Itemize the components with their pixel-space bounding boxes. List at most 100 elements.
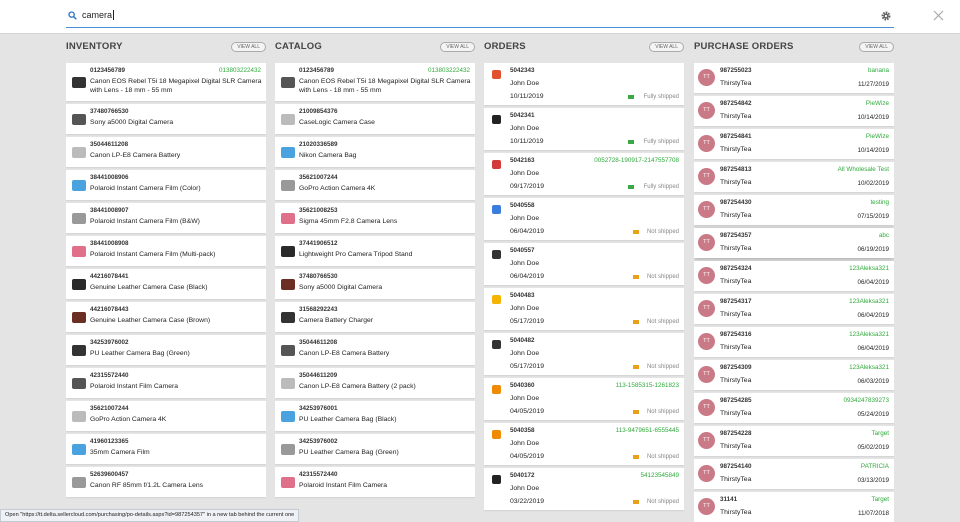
po-card[interactable]: TT 987254228 Target ThirstyTea 05/02/2019 bbox=[694, 426, 894, 456]
product-title: PU Leather Camera Bag (Green) bbox=[299, 449, 399, 456]
product-card[interactable]: 42315572440 Polaroid Instant Film Camera bbox=[275, 467, 475, 497]
po-id: 987254317 bbox=[720, 298, 752, 305]
card-list: 0123456789 Canon EOS Rebel T5i 18 Megapix… bbox=[66, 63, 266, 500]
product-card[interactable]: 37480766530 Sony a5000 Digital Camera bbox=[275, 269, 475, 299]
close-button[interactable] bbox=[933, 10, 944, 21]
po-card[interactable]: TT 987254430 testing ThirstyTea 07/15/2019 bbox=[694, 195, 894, 225]
po-card[interactable]: TT 987254140 PATRICIA ThirstyTea 03/13/2019 bbox=[694, 459, 894, 489]
product-card[interactable]: 34253976002 PU Leather Camera Bag (Green) bbox=[66, 335, 266, 365]
sku: 44216078443 bbox=[90, 306, 129, 313]
product-title: Canon EOS Rebel T5i 18 Megapixel Digital… bbox=[299, 78, 471, 94]
view-all-button[interactable]: VIEW ALL bbox=[859, 42, 894, 52]
search-input[interactable]: camera bbox=[82, 10, 113, 20]
company-name: ThirstyTea bbox=[720, 443, 752, 450]
product-card[interactable]: 41960123365 35mm Camera Film bbox=[66, 434, 266, 464]
status-icon bbox=[633, 500, 639, 504]
channel-order-id: 113-1585315-1261823 bbox=[615, 382, 679, 389]
sku: 37441906512 bbox=[299, 240, 338, 247]
company-name: ThirstyTea bbox=[720, 278, 752, 285]
po-card[interactable]: TT 987255023 banana ThirstyTea 11/27/2019 bbox=[694, 63, 894, 93]
product-card[interactable]: 44216078441 Genuine Leather Camera Case (… bbox=[66, 269, 266, 299]
product-card[interactable]: 37441906512 Lightweight Pro Camera Tripod… bbox=[275, 236, 475, 266]
product-card[interactable]: 31568292243 Camera Battery Charger bbox=[275, 302, 475, 332]
po-date: 06/04/2019 bbox=[857, 279, 889, 286]
product-card[interactable]: 0123456789 Canon EOS Rebel T5i 18 Megapix… bbox=[275, 63, 475, 101]
product-card[interactable]: 35044611208 Canon LP-E8 Camera Battery bbox=[66, 137, 266, 167]
customer-name: John Doe bbox=[510, 440, 540, 447]
product-card[interactable]: 37480766530 Sony a5000 Digital Camera bbox=[66, 104, 266, 134]
company-name: ThirstyTea bbox=[720, 212, 752, 219]
po-card[interactable]: TT 31141 Target ThirstyTea 11/07/2018 bbox=[694, 492, 894, 522]
vendor-avatar: TT bbox=[698, 432, 715, 449]
po-card[interactable]: TT 987254324 123Aleksa321 ThirstyTea 06/04/2… bbox=[694, 261, 894, 291]
vendor-name: testing bbox=[870, 199, 889, 206]
po-card[interactable]: TT 987254285 0934247839273 ThirstyTea 05/24/… bbox=[694, 393, 894, 423]
po-card[interactable]: TT 987254357 abc ThirstyTea 06/19/2019 bbox=[694, 228, 894, 258]
order-card[interactable]: 5040172 54123545849 John Doe 03/22/2019 Not … bbox=[484, 468, 684, 510]
product-card[interactable]: 52639600457 Canon RF 85mm f/1.2L Camera L… bbox=[66, 467, 266, 497]
order-id: 5042343 bbox=[510, 67, 535, 74]
settings-button[interactable] bbox=[881, 11, 891, 21]
order-card[interactable]: 5042343 John Doe 10/11/2019 Fully shipped bbox=[484, 63, 684, 105]
product-card[interactable]: 35621008253 Sigma 45mm F2.8 Camera Lens bbox=[275, 203, 475, 233]
vendor-avatar: TT bbox=[698, 201, 715, 218]
order-card[interactable]: 5040358 113-9479651-6555445 John Doe 04/05/… bbox=[484, 423, 684, 465]
view-all-button[interactable]: VIEW ALL bbox=[649, 42, 684, 52]
product-card[interactable]: 38441008906 Polaroid Instant Camera Film … bbox=[66, 170, 266, 200]
order-card[interactable]: 5042341 John Doe 10/11/2019 Fully shipped bbox=[484, 108, 684, 150]
product-card[interactable]: 35044611208 Canon LP-E8 Camera Battery bbox=[275, 335, 475, 365]
search-icon bbox=[68, 11, 77, 20]
po-date: 06/03/2019 bbox=[857, 378, 889, 385]
po-card[interactable]: TT 987254813 All Wholesale Test ThirstyTea 1… bbox=[694, 162, 894, 192]
thumbnail bbox=[281, 212, 295, 224]
sku: 42315572440 bbox=[90, 372, 129, 379]
product-card[interactable]: 42315572440 Polaroid Instant Film Camera bbox=[66, 368, 266, 398]
po-card[interactable]: TT 987254841 PieWize ThirstyTea 10/14/2019 bbox=[694, 129, 894, 159]
product-title: Polaroid Instant Camera Film (Color) bbox=[90, 185, 201, 192]
po-id: 987254285 bbox=[720, 397, 752, 404]
po-card[interactable]: TT 987254309 123Aleksa321 ThirstyTea 06/03/2… bbox=[694, 360, 894, 390]
sku: 37480766530 bbox=[299, 273, 338, 280]
shipping-status: Not shipped bbox=[646, 319, 679, 325]
product-card[interactable]: 44216078443 Genuine Leather Camera Case (… bbox=[66, 302, 266, 332]
sku: 38441008906 bbox=[90, 174, 129, 181]
customer-name: John Doe bbox=[510, 350, 540, 357]
sku: 21009854376 bbox=[299, 108, 338, 115]
product-card[interactable]: 0123456789 Canon EOS Rebel T5i 18 Megapix… bbox=[66, 63, 266, 101]
status-icon bbox=[633, 455, 639, 459]
order-card[interactable]: 5040482 John Doe 05/17/2019 Not shipped bbox=[484, 333, 684, 375]
view-all-button[interactable]: VIEW ALL bbox=[231, 42, 266, 52]
po-card[interactable]: TT 987254842 PieWize ThirstyTea 10/14/2019 bbox=[694, 96, 894, 126]
product-card[interactable]: 21020336589 Nikon Camera Bag bbox=[275, 137, 475, 167]
customer-name: John Doe bbox=[510, 260, 540, 267]
order-card[interactable]: 5040483 John Doe 05/17/2019 Not shipped bbox=[484, 288, 684, 330]
order-card[interactable]: 5040558 John Doe 06/04/2019 Not shipped bbox=[484, 198, 684, 240]
po-id: 987254357 bbox=[720, 232, 752, 239]
order-card[interactable]: 5040557 John Doe 06/04/2019 Not shipped bbox=[484, 243, 684, 285]
sku: 41960123365 bbox=[90, 438, 129, 445]
product-title: Genuine Leather Camera Case (Black) bbox=[90, 284, 208, 291]
order-card[interactable]: 5042163 0052728-190917-2147557708 John Doe… bbox=[484, 153, 684, 195]
thumbnail bbox=[72, 245, 86, 257]
column: CATALOG VIEW ALL 0123456789 Canon EOS Rebel… bbox=[275, 34, 475, 522]
product-title: Polaroid Instant Camera Film (B&W) bbox=[90, 218, 200, 225]
company-name: ThirstyTea bbox=[720, 113, 752, 120]
po-card[interactable]: TT 987254316 123Aleksa321 ThirstyTea 06/04/2… bbox=[694, 327, 894, 357]
product-card[interactable]: 38441008907 Polaroid Instant Camera Film … bbox=[66, 203, 266, 233]
product-card[interactable]: 21009854376 CaseLogic Camera Case bbox=[275, 104, 475, 134]
sku: 37480766530 bbox=[90, 108, 129, 115]
po-card[interactable]: TT 987254317 123Aleksa321 ThirstyTea 06/04/2… bbox=[694, 294, 894, 324]
product-card[interactable]: 34253976001 PU Leather Camera Bag (Black) bbox=[275, 401, 475, 431]
product-card[interactable]: 35621007244 GoPro Action Camera 4K bbox=[275, 170, 475, 200]
order-date: 06/04/2019 bbox=[510, 228, 545, 235]
po-id: 31141 bbox=[720, 496, 738, 503]
product-card[interactable]: 38441008908 Polaroid Instant Camera Film … bbox=[66, 236, 266, 266]
thumbnail bbox=[281, 311, 295, 323]
product-card[interactable]: 35044611209 Canon LP-E8 Camera Battery (2… bbox=[275, 368, 475, 398]
thumbnail bbox=[281, 410, 295, 422]
product-card[interactable]: 35621007244 GoPro Action Camera 4K bbox=[66, 401, 266, 431]
view-all-button[interactable]: VIEW ALL bbox=[440, 42, 475, 52]
product-card[interactable]: 34253976002 PU Leather Camera Bag (Green) bbox=[275, 434, 475, 464]
thumbnail bbox=[281, 278, 295, 290]
order-card[interactable]: 5040360 113-1585315-1261823 John Doe 04/05/… bbox=[484, 378, 684, 420]
